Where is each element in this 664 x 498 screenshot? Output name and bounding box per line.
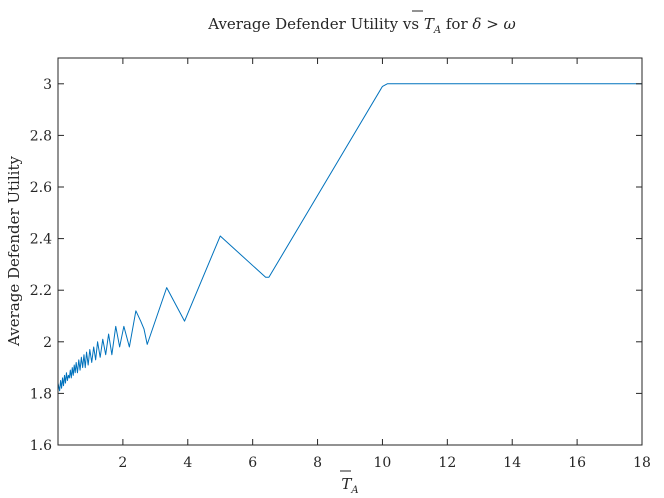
x-tick-label: 12 bbox=[438, 455, 456, 471]
y-tick-label: 3 bbox=[43, 77, 52, 93]
x-tick-label: 8 bbox=[313, 455, 322, 471]
x-tick-label: 10 bbox=[374, 455, 392, 471]
series-line-0 bbox=[57, 83, 642, 392]
y-axis-label: Average Defender Utility bbox=[5, 156, 23, 347]
y-tick-label: 2.8 bbox=[30, 128, 52, 144]
y-tick-label: 2 bbox=[43, 335, 52, 351]
y-tick-label: 2.6 bbox=[30, 180, 52, 196]
series-layer bbox=[57, 83, 642, 392]
plot-area-box bbox=[57, 57, 643, 446]
ticks-layer: 2 4 6 8 10 12 14 16 18 1.6 1.8 2 2.2 2.4 2.6 2.8 3 bbox=[30, 58, 651, 471]
x-tick-label: 16 bbox=[568, 455, 586, 471]
x-tick-label: 4 bbox=[183, 455, 192, 471]
title-variable: T bbox=[424, 15, 435, 33]
y-tick-label: 2.4 bbox=[30, 232, 52, 248]
y-tick-label: 1.8 bbox=[30, 386, 52, 402]
x-tick-label: 14 bbox=[503, 455, 521, 471]
y-tick-label: 2.2 bbox=[30, 283, 52, 299]
x-axis-label: TA bbox=[341, 475, 358, 496]
x-tick-label: 2 bbox=[118, 455, 127, 471]
x-tick-label: 18 bbox=[633, 455, 651, 471]
chart-title: Average Defender Utility vs TA for δ > ω bbox=[207, 15, 516, 36]
y-tick-label: 1.6 bbox=[30, 438, 52, 454]
x-tick-label: 6 bbox=[248, 455, 257, 471]
